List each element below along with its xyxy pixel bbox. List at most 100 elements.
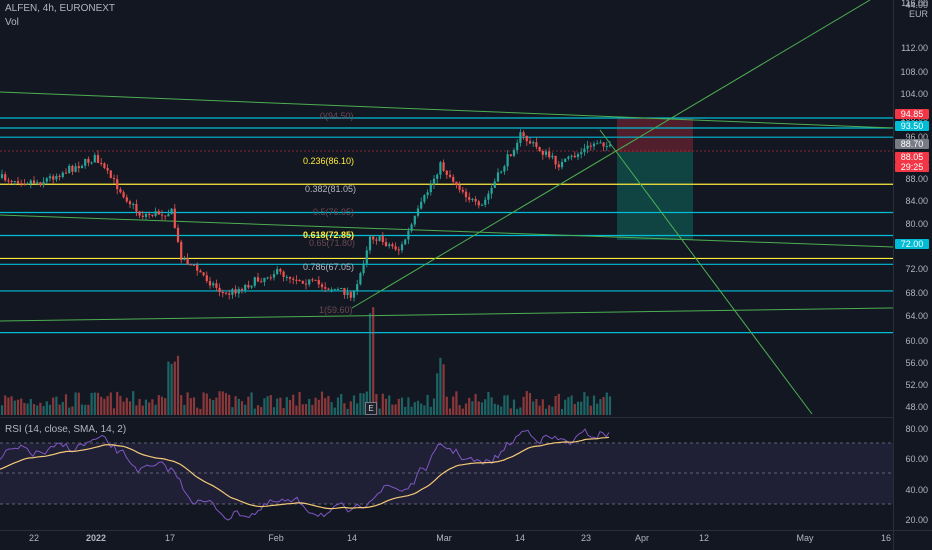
candle-body (397, 249, 400, 251)
time-tick: Mar (436, 533, 452, 543)
volume-bar (26, 403, 29, 415)
volume-bar (148, 402, 151, 415)
volume-bar (509, 408, 512, 415)
earnings-badge[interactable]: E (365, 402, 377, 415)
candle-body (448, 174, 452, 177)
fib-label: 0.5(76.95) (313, 207, 355, 217)
rsi-tick: 40.00 (905, 485, 928, 495)
volume-bar (551, 406, 554, 415)
candle-body (490, 187, 493, 194)
candle-body (589, 145, 592, 147)
candle-body (567, 156, 570, 159)
candle-body (135, 203, 138, 212)
volume-bar (215, 397, 218, 415)
candle-body (0, 174, 4, 178)
volume-bar (493, 403, 496, 415)
candle-body (404, 239, 407, 245)
volume-bar (557, 393, 560, 415)
candle-body (493, 181, 496, 188)
time-tick: 14 (346, 533, 358, 543)
candle-body (596, 143, 599, 145)
candle-body (279, 268, 282, 272)
candle-body (304, 283, 308, 285)
volume-bar (212, 400, 215, 415)
fib-label: 0(94.50) (320, 111, 354, 121)
volume-bar (167, 361, 170, 415)
price-tick: 60.00 (905, 336, 928, 346)
volume-bar (74, 392, 77, 415)
candle-body (36, 182, 39, 184)
volume-bar (452, 396, 455, 415)
candle-body (218, 287, 221, 293)
candle-body (327, 288, 330, 290)
volume-bar (455, 391, 458, 415)
candle-body (391, 244, 394, 247)
candle-body (68, 165, 71, 174)
volume-bar (522, 396, 525, 415)
candle-body (55, 175, 58, 180)
volume-bar (560, 408, 564, 415)
candle-body (276, 268, 279, 275)
volume-label[interactable]: Vol (5, 17, 19, 28)
candle-body (256, 277, 260, 282)
candle-body (64, 172, 68, 174)
candle-body (61, 172, 64, 177)
fib-label: 1(59.60) (319, 305, 353, 315)
rsi-tick: 60.00 (905, 454, 928, 464)
symbol-title[interactable]: ALFEN, 4h, EURONEXT (5, 3, 116, 14)
rsi-label[interactable]: RSI (14, close, SMA, 14, 2) (5, 424, 127, 435)
candle-body (548, 151, 551, 158)
candle-body (20, 183, 23, 185)
candle-body (480, 204, 484, 206)
volume-bar (506, 395, 509, 415)
candle-body (224, 292, 228, 294)
volume-bar (202, 392, 205, 415)
rsi-ma-line (0, 436, 610, 510)
candle-body (154, 211, 157, 216)
volume-bar (458, 405, 461, 415)
volume-bar (359, 393, 362, 415)
candle-body (544, 151, 548, 155)
volume-bar (368, 313, 372, 415)
volume-bar (100, 396, 103, 415)
volume-bar (288, 399, 292, 415)
candle-body (439, 162, 442, 175)
volume-bar (480, 402, 484, 415)
volume-bar (103, 398, 106, 415)
price-tick: 72.00 (905, 264, 928, 274)
volume-bar (346, 408, 349, 415)
candle-body (365, 250, 368, 264)
volume-bar (61, 401, 64, 415)
volume-bar (573, 404, 576, 415)
volume-bar (170, 363, 173, 415)
volume-bar (592, 395, 596, 415)
candle-body (250, 285, 253, 288)
volume-bar (301, 404, 304, 415)
volume-bar (39, 402, 42, 415)
volume-bar (42, 406, 45, 415)
volume-bar (244, 404, 247, 415)
volume-bar (224, 393, 228, 415)
volume-bar (336, 397, 340, 415)
candle-body (266, 277, 269, 279)
candle-body (560, 161, 564, 168)
volume-bar (308, 398, 311, 415)
volume-bar (378, 408, 381, 415)
candle-body (608, 144, 612, 147)
volume-bar (564, 399, 567, 415)
volume-bar (445, 396, 448, 415)
volume-bar (413, 402, 416, 415)
candle-body (580, 152, 583, 155)
volume-bar (164, 398, 167, 415)
candle-body (413, 215, 416, 225)
candle-body (100, 162, 103, 164)
volume-bar (372, 307, 375, 415)
volume-bar (311, 404, 314, 415)
volume-bar (52, 397, 55, 415)
pane-divider (0, 417, 893, 418)
volume-bar (468, 397, 471, 415)
candle-body (532, 142, 535, 144)
candle-body (394, 246, 397, 250)
volume-bar (324, 398, 327, 415)
